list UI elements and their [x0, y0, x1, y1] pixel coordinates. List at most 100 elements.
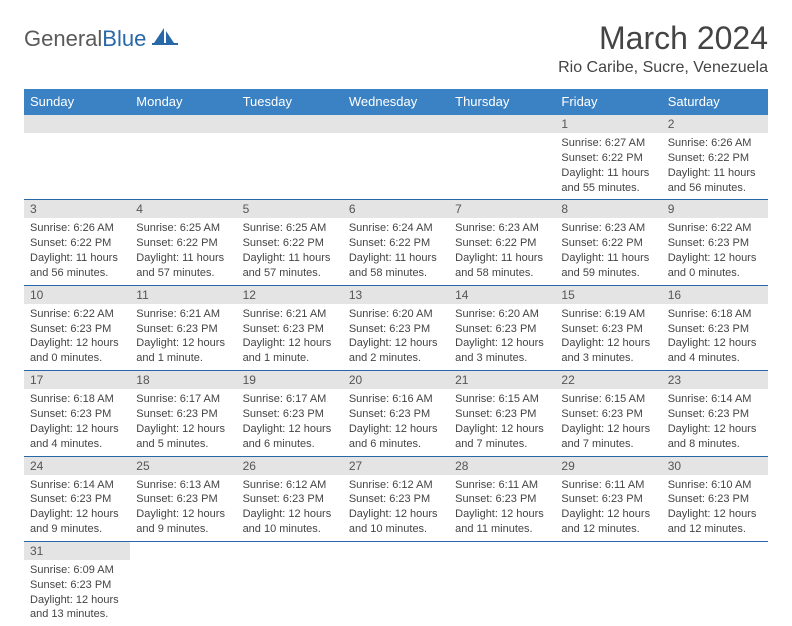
day-number: 6: [343, 200, 449, 218]
calendar-day: 12Sunrise: 6:21 AMSunset: 6:23 PMDayligh…: [237, 285, 343, 370]
calendar-day: 7Sunrise: 6:23 AMSunset: 6:22 PMDaylight…: [449, 200, 555, 285]
day-details: Sunrise: 6:19 AMSunset: 6:23 PMDaylight:…: [555, 304, 661, 370]
day-number: 10: [24, 286, 130, 304]
calendar-empty: [449, 115, 555, 200]
day-number: 31: [24, 542, 130, 560]
day-number: 27: [343, 457, 449, 475]
day-header: Tuesday: [237, 89, 343, 115]
calendar-empty: [343, 115, 449, 200]
calendar-day: 28Sunrise: 6:11 AMSunset: 6:23 PMDayligh…: [449, 456, 555, 541]
day-number: 18: [130, 371, 236, 389]
calendar-week: 17Sunrise: 6:18 AMSunset: 6:23 PMDayligh…: [24, 371, 768, 456]
calendar-empty: [449, 541, 555, 626]
day-number: 15: [555, 286, 661, 304]
calendar-day: 20Sunrise: 6:16 AMSunset: 6:23 PMDayligh…: [343, 371, 449, 456]
calendar-day: 17Sunrise: 6:18 AMSunset: 6:23 PMDayligh…: [24, 371, 130, 456]
calendar-day: 31Sunrise: 6:09 AMSunset: 6:23 PMDayligh…: [24, 541, 130, 626]
day-number: 8: [555, 200, 661, 218]
day-number: 17: [24, 371, 130, 389]
logo-text-blue: Blue: [102, 26, 146, 52]
calendar-week: 24Sunrise: 6:14 AMSunset: 6:23 PMDayligh…: [24, 456, 768, 541]
calendar-day: 4Sunrise: 6:25 AMSunset: 6:22 PMDaylight…: [130, 200, 236, 285]
day-details: Sunrise: 6:26 AMSunset: 6:22 PMDaylight:…: [662, 133, 768, 199]
calendar-day: 1Sunrise: 6:27 AMSunset: 6:22 PMDaylight…: [555, 115, 661, 200]
day-header: Monday: [130, 89, 236, 115]
day-details: Sunrise: 6:16 AMSunset: 6:23 PMDaylight:…: [343, 389, 449, 455]
calendar-day: 16Sunrise: 6:18 AMSunset: 6:23 PMDayligh…: [662, 285, 768, 370]
day-details: Sunrise: 6:21 AMSunset: 6:23 PMDaylight:…: [130, 304, 236, 370]
empty-day-bar: [24, 115, 130, 133]
calendar-day: 10Sunrise: 6:22 AMSunset: 6:23 PMDayligh…: [24, 285, 130, 370]
day-number: 11: [130, 286, 236, 304]
day-number: 29: [555, 457, 661, 475]
day-details: Sunrise: 6:24 AMSunset: 6:22 PMDaylight:…: [343, 218, 449, 284]
day-details: Sunrise: 6:14 AMSunset: 6:23 PMDaylight:…: [662, 389, 768, 455]
calendar-day: 6Sunrise: 6:24 AMSunset: 6:22 PMDaylight…: [343, 200, 449, 285]
sail-icon: [152, 26, 178, 52]
day-details: Sunrise: 6:22 AMSunset: 6:23 PMDaylight:…: [24, 304, 130, 370]
day-details: Sunrise: 6:11 AMSunset: 6:23 PMDaylight:…: [449, 475, 555, 541]
calendar-day: 11Sunrise: 6:21 AMSunset: 6:23 PMDayligh…: [130, 285, 236, 370]
day-header: Sunday: [24, 89, 130, 115]
calendar-day: 21Sunrise: 6:15 AMSunset: 6:23 PMDayligh…: [449, 371, 555, 456]
calendar-day: 19Sunrise: 6:17 AMSunset: 6:23 PMDayligh…: [237, 371, 343, 456]
day-details: Sunrise: 6:17 AMSunset: 6:23 PMDaylight:…: [237, 389, 343, 455]
day-number: 13: [343, 286, 449, 304]
day-details: Sunrise: 6:12 AMSunset: 6:23 PMDaylight:…: [237, 475, 343, 541]
calendar-day: 8Sunrise: 6:23 AMSunset: 6:22 PMDaylight…: [555, 200, 661, 285]
calendar-empty: [662, 541, 768, 626]
day-details: Sunrise: 6:15 AMSunset: 6:23 PMDaylight:…: [449, 389, 555, 455]
calendar-week: 3Sunrise: 6:26 AMSunset: 6:22 PMDaylight…: [24, 200, 768, 285]
day-details: Sunrise: 6:25 AMSunset: 6:22 PMDaylight:…: [237, 218, 343, 284]
day-details: Sunrise: 6:09 AMSunset: 6:23 PMDaylight:…: [24, 560, 130, 626]
day-details: Sunrise: 6:23 AMSunset: 6:22 PMDaylight:…: [449, 218, 555, 284]
calendar-day: 18Sunrise: 6:17 AMSunset: 6:23 PMDayligh…: [130, 371, 236, 456]
title-block: March 2024 Rio Caribe, Sucre, Venezuela: [558, 20, 768, 77]
calendar-table: SundayMondayTuesdayWednesdayThursdayFrid…: [24, 89, 768, 626]
day-number: 24: [24, 457, 130, 475]
day-number: 1: [555, 115, 661, 133]
day-header: Wednesday: [343, 89, 449, 115]
day-details: Sunrise: 6:20 AMSunset: 6:23 PMDaylight:…: [449, 304, 555, 370]
calendar-empty: [24, 115, 130, 200]
day-header: Saturday: [662, 89, 768, 115]
day-details: Sunrise: 6:22 AMSunset: 6:23 PMDaylight:…: [662, 218, 768, 284]
day-header: Friday: [555, 89, 661, 115]
header: GeneralBlue March 2024 Rio Caribe, Sucre…: [24, 20, 768, 77]
day-details: Sunrise: 6:23 AMSunset: 6:22 PMDaylight:…: [555, 218, 661, 284]
day-details: Sunrise: 6:12 AMSunset: 6:23 PMDaylight:…: [343, 475, 449, 541]
calendar-week: 1Sunrise: 6:27 AMSunset: 6:22 PMDaylight…: [24, 115, 768, 200]
calendar-day: 14Sunrise: 6:20 AMSunset: 6:23 PMDayligh…: [449, 285, 555, 370]
calendar-empty: [130, 541, 236, 626]
location: Rio Caribe, Sucre, Venezuela: [558, 59, 768, 77]
day-number: 3: [24, 200, 130, 218]
day-number: 16: [662, 286, 768, 304]
calendar-empty: [555, 541, 661, 626]
day-number: 22: [555, 371, 661, 389]
day-number: 30: [662, 457, 768, 475]
day-details: Sunrise: 6:15 AMSunset: 6:23 PMDaylight:…: [555, 389, 661, 455]
day-number: 2: [662, 115, 768, 133]
day-number: 4: [130, 200, 236, 218]
day-details: Sunrise: 6:10 AMSunset: 6:23 PMDaylight:…: [662, 475, 768, 541]
day-details: Sunrise: 6:11 AMSunset: 6:23 PMDaylight:…: [555, 475, 661, 541]
day-details: Sunrise: 6:18 AMSunset: 6:23 PMDaylight:…: [24, 389, 130, 455]
day-details: Sunrise: 6:17 AMSunset: 6:23 PMDaylight:…: [130, 389, 236, 455]
calendar-empty: [237, 115, 343, 200]
day-details: Sunrise: 6:25 AMSunset: 6:22 PMDaylight:…: [130, 218, 236, 284]
calendar-day: 3Sunrise: 6:26 AMSunset: 6:22 PMDaylight…: [24, 200, 130, 285]
day-details: Sunrise: 6:13 AMSunset: 6:23 PMDaylight:…: [130, 475, 236, 541]
calendar-day: 22Sunrise: 6:15 AMSunset: 6:23 PMDayligh…: [555, 371, 661, 456]
calendar-day: 25Sunrise: 6:13 AMSunset: 6:23 PMDayligh…: [130, 456, 236, 541]
day-details: Sunrise: 6:27 AMSunset: 6:22 PMDaylight:…: [555, 133, 661, 199]
calendar-empty: [130, 115, 236, 200]
day-number: 12: [237, 286, 343, 304]
day-number: 5: [237, 200, 343, 218]
day-number: 21: [449, 371, 555, 389]
calendar-day: 30Sunrise: 6:10 AMSunset: 6:23 PMDayligh…: [662, 456, 768, 541]
day-header: Thursday: [449, 89, 555, 115]
day-details: Sunrise: 6:14 AMSunset: 6:23 PMDaylight:…: [24, 475, 130, 541]
month-title: March 2024: [558, 20, 768, 57]
calendar-empty: [237, 541, 343, 626]
calendar-day: 5Sunrise: 6:25 AMSunset: 6:22 PMDaylight…: [237, 200, 343, 285]
